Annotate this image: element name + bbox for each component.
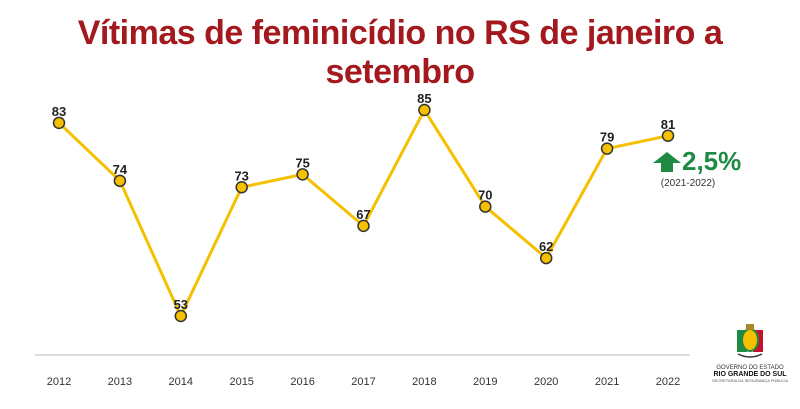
x-tick-label: 2019 [473,376,497,388]
change-annotation: 2,5% [652,146,741,177]
logo-line2: RIO GRANDE DO SUL [713,371,787,378]
chart-title: Vítimas de feminicídio no RS de janeiro … [77,14,723,91]
x-tick-label: 2017 [351,376,375,388]
data-label: 53 [174,297,188,312]
data-label: 83 [52,104,66,119]
data-point [539,251,553,265]
data-label: 79 [600,130,614,145]
data-point [235,181,248,194]
x-tick-label: 2020 [534,376,558,388]
data-label: 73 [234,168,248,183]
change-period: (2021-2022) [660,178,716,189]
data-point [52,116,66,130]
data-point [174,309,188,323]
x-tick-label: 2014 [169,376,193,388]
data-point [113,174,127,188]
change-value: 2,5% [682,146,742,176]
data-label: 70 [478,188,492,203]
logo-line1: GOVERNO DO ESTADO [716,365,784,371]
data-point [479,200,492,213]
data-label: 62 [539,239,553,254]
x-tick-label: 2016 [290,376,314,388]
data-point [296,168,309,181]
data-label: 85 [417,91,431,106]
data-point [418,103,431,117]
x-tick-label: 2012 [47,376,71,388]
x-tick-label: 2013 [108,376,132,388]
data-label: 75 [295,155,309,170]
x-tick-label: 2018 [412,376,436,388]
data-label: 67 [356,207,370,222]
government-logo: GOVERNO DO ESTADO RIO GRANDE DO SUL SECR… [708,322,792,383]
data-point [661,129,675,142]
logo-line3: SECRETARIA DA SEGURANÇA PÚBLICA [712,378,788,383]
data-label: 81 [661,117,675,132]
arrow-up-icon [653,151,681,172]
coat-of-arms-icon [737,324,763,358]
data-point [600,142,614,155]
data-point [357,219,370,233]
x-tick-label: 2015 [229,376,253,388]
x-tick-label: 2022 [656,376,680,388]
data-label: 74 [113,162,128,177]
x-tick-label: 2021 [595,376,619,388]
